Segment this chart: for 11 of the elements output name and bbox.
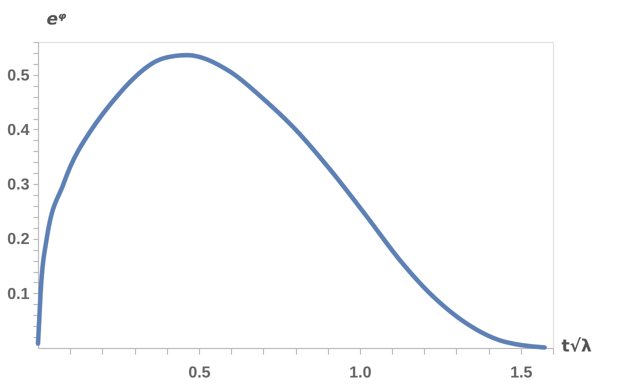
- x-tick-label: 1.0: [349, 364, 372, 382]
- x-tick-label: 1.5: [510, 364, 533, 382]
- y-tick-label: 0.4: [7, 122, 30, 139]
- x-axis-title: t√λ: [562, 336, 592, 356]
- y-tick-label: 0.5: [7, 67, 30, 84]
- line-series: [36, 52, 547, 350]
- y-axis-title: eᵠ: [46, 10, 68, 30]
- y-tick-label: 0.1: [7, 286, 30, 303]
- y-tick-label: 0.2: [7, 231, 30, 248]
- y-tick-label: 0.3: [7, 176, 30, 194]
- x-tick-label: 0.5: [188, 364, 211, 382]
